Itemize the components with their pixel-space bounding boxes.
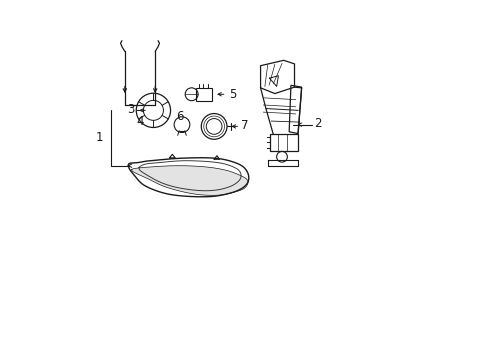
Polygon shape (131, 166, 247, 195)
Text: 6: 6 (175, 110, 183, 123)
Text: 5: 5 (228, 88, 236, 101)
Text: 4: 4 (136, 114, 143, 127)
Text: 2: 2 (313, 117, 321, 130)
Text: 3: 3 (127, 103, 134, 116)
Text: 1: 1 (96, 131, 103, 144)
Text: 7: 7 (240, 119, 248, 132)
